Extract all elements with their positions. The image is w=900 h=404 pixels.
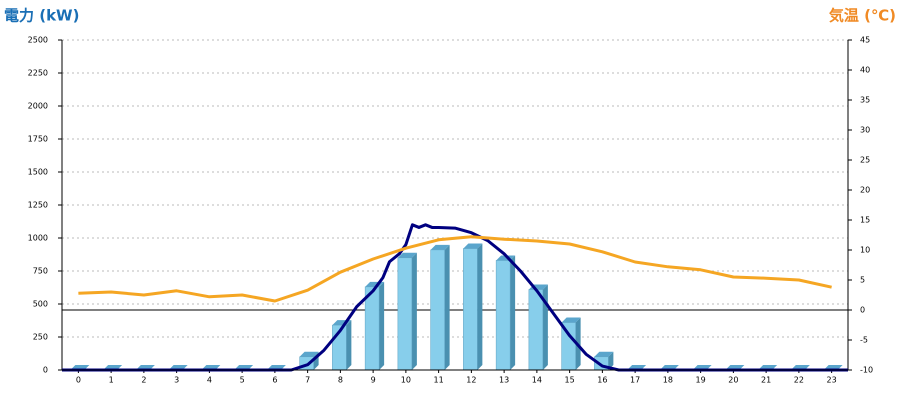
x-tick-label: 7 xyxy=(305,376,310,385)
bar-top xyxy=(463,243,483,249)
x-tick-label: 23 xyxy=(827,376,837,385)
bar xyxy=(463,248,478,371)
y2-tick-label: -10 xyxy=(860,366,873,375)
y-tick-label: 1750 xyxy=(28,135,48,144)
x-tick-label: 4 xyxy=(207,376,212,385)
y-tick-label: 2000 xyxy=(28,102,48,111)
bar xyxy=(495,260,511,371)
x-tick-label: 1 xyxy=(109,376,114,385)
x-tick-label: 8 xyxy=(338,376,343,385)
x-tick-label: 17 xyxy=(630,376,640,385)
y2-tick-label: 35 xyxy=(860,96,870,105)
y-tick-label: 0 xyxy=(43,366,48,375)
y2-tick-label: 0 xyxy=(860,306,865,315)
y2-tick-label: 15 xyxy=(860,216,870,225)
bar xyxy=(430,249,445,371)
x-tick-label: 0 xyxy=(76,376,81,385)
bar xyxy=(528,289,544,371)
bar-side xyxy=(379,281,385,370)
y2-tick-label: 20 xyxy=(860,186,870,195)
bar-top xyxy=(430,244,450,250)
line xyxy=(78,235,832,303)
x-tick-label: 16 xyxy=(597,376,607,385)
bar-top xyxy=(397,252,417,258)
y-tick-label: 2500 xyxy=(28,36,48,45)
bar-top xyxy=(299,351,319,357)
bar-side xyxy=(510,255,516,370)
x-tick-label: 10 xyxy=(401,376,411,385)
y-tick-label: 2250 xyxy=(28,69,48,78)
bar-side xyxy=(346,320,352,370)
y-tick-label: 1500 xyxy=(28,168,48,177)
y-tick-label: 250 xyxy=(33,333,48,342)
bar-top xyxy=(561,317,581,323)
y2-tick-label: 10 xyxy=(860,246,870,255)
x-tick-label: 14 xyxy=(532,376,542,385)
x-tick-label: 3 xyxy=(174,376,179,385)
y2-tick-label: 5 xyxy=(860,276,865,285)
bar xyxy=(397,257,413,371)
line xyxy=(62,223,848,372)
x-tick-label: 13 xyxy=(499,376,509,385)
y2-tick-label: 25 xyxy=(860,156,870,165)
x-tick-label: 20 xyxy=(728,376,738,385)
x-tick-label: 2 xyxy=(141,376,146,385)
x-tick-label: 22 xyxy=(794,376,804,385)
x-tick-label: 21 xyxy=(761,376,771,385)
x-tick-label: 12 xyxy=(466,376,476,385)
y2-tick-label: 40 xyxy=(860,66,870,75)
y2-tick-label: 45 xyxy=(860,36,870,45)
bar-side xyxy=(542,284,548,370)
x-tick-label: 9 xyxy=(371,376,376,385)
bar-top xyxy=(594,351,614,357)
y2-tick-label: 30 xyxy=(860,126,870,135)
y-tick-label: 1250 xyxy=(28,201,48,210)
x-tick-label: 6 xyxy=(272,376,277,385)
x-tick-label: 18 xyxy=(663,376,673,385)
bar-side xyxy=(608,351,614,370)
bar xyxy=(364,286,380,371)
y-axis-title: 電力 (kW) xyxy=(4,7,79,25)
x-tick-label: 11 xyxy=(434,376,444,385)
y-tick-label: 500 xyxy=(33,300,48,309)
y-tick-label: 750 xyxy=(33,267,48,276)
bar-side xyxy=(411,252,417,370)
x-tick-label: 5 xyxy=(240,376,245,385)
y-tick-label: 1000 xyxy=(28,234,48,243)
x-tick-label: 15 xyxy=(565,376,575,385)
x-tick-label: 19 xyxy=(696,376,706,385)
bar-side xyxy=(477,243,483,370)
bar-side xyxy=(444,244,450,370)
y2-tick-label: -5 xyxy=(860,336,868,345)
y2-axis-title: 気温 (℃) xyxy=(829,7,896,25)
